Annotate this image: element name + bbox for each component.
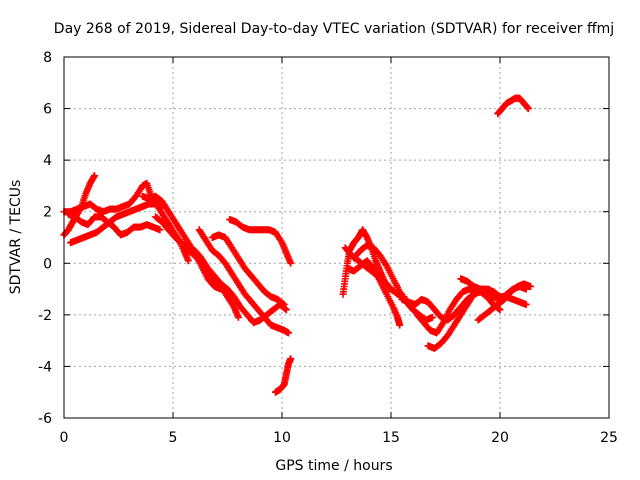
series-track-21 bbox=[494, 94, 532, 118]
y-tick-label: -4 bbox=[38, 359, 52, 375]
data-point bbox=[156, 226, 164, 234]
x-tick-label: 0 bbox=[60, 430, 69, 446]
data-point bbox=[496, 306, 504, 314]
plot-frame bbox=[63, 56, 610, 419]
series-track-11 bbox=[271, 355, 295, 396]
data-point bbox=[285, 329, 293, 337]
x-tick-label: 5 bbox=[169, 430, 178, 446]
y-axis-label: SDTVAR / TECUs bbox=[8, 180, 24, 295]
axis-ticks: 0 5 10 15 20 25 -6 -4 -2 0 2 4 6 8 bbox=[38, 50, 618, 446]
y-tick-label: -2 bbox=[38, 308, 52, 324]
series-track-10 bbox=[226, 215, 295, 267]
data-point bbox=[282, 306, 290, 314]
series-track-12 bbox=[339, 226, 391, 298]
series-track-4 bbox=[67, 200, 166, 247]
data-point bbox=[428, 313, 436, 321]
grid bbox=[64, 57, 609, 418]
y-tick-label: 8 bbox=[43, 50, 52, 66]
data-point bbox=[287, 355, 295, 363]
series-track-9 bbox=[208, 231, 288, 309]
series-track-8 bbox=[195, 226, 293, 337]
series-track-15 bbox=[343, 257, 404, 329]
data-point bbox=[524, 105, 532, 113]
series-track-20 bbox=[474, 280, 535, 324]
x-tick-label: 20 bbox=[491, 430, 509, 446]
y-tick-label: 6 bbox=[43, 102, 52, 118]
y-tick-label: -6 bbox=[38, 411, 52, 427]
data-point bbox=[234, 313, 242, 321]
x-tick-label: 10 bbox=[273, 430, 291, 446]
data-point bbox=[287, 259, 295, 267]
chart-title: Day 268 of 2019, Sidereal Day-to-day VTE… bbox=[54, 21, 614, 37]
x-tick-label: 15 bbox=[382, 430, 400, 446]
y-tick-label: 4 bbox=[43, 153, 52, 169]
series-track-18 bbox=[413, 285, 493, 337]
data-point bbox=[396, 321, 404, 329]
data-point bbox=[91, 172, 99, 180]
x-axis-label: GPS time / hours bbox=[275, 458, 392, 474]
data-point bbox=[184, 257, 192, 265]
data-point bbox=[527, 282, 535, 290]
data-markers bbox=[60, 94, 535, 396]
data-point bbox=[522, 301, 530, 309]
data-point bbox=[280, 301, 288, 309]
x-tick-label: 25 bbox=[600, 430, 618, 446]
y-tick-label: 0 bbox=[43, 256, 52, 272]
y-tick-label: 2 bbox=[43, 205, 52, 221]
data-point bbox=[281, 305, 289, 313]
data-point bbox=[279, 300, 287, 308]
